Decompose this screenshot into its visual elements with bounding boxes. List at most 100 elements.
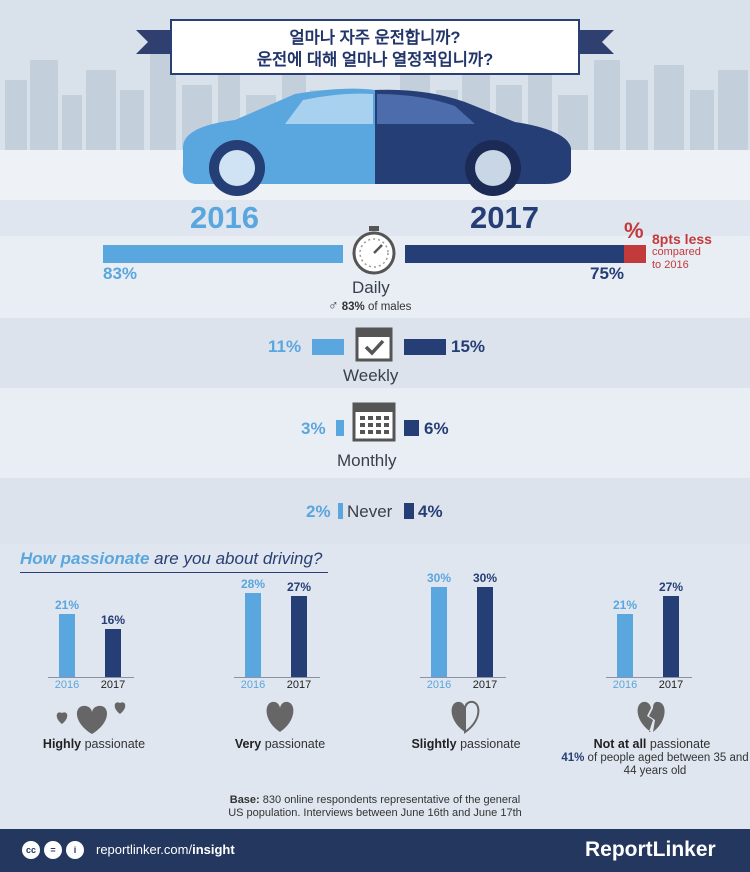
title-line-2: 운전에 대해 얼마나 열정적입니까?	[256, 51, 494, 69]
label-not-at-all: Not at all passionate	[552, 737, 750, 751]
weekly-bar-2017	[404, 339, 446, 355]
label-very-bold: Very	[234, 737, 262, 751]
passion-chart-0: 21% 16% 2016 2017	[40, 572, 200, 732]
monthly-2016-value: 3%	[301, 419, 326, 438]
label-very: Very passionate	[180, 737, 380, 751]
label-highly-bold: Highly	[42, 737, 82, 751]
passion-bar-2017	[477, 587, 493, 677]
passion-bar-2017	[663, 596, 679, 677]
car-illustration	[182, 88, 571, 196]
monthly-2017-value: 6%	[424, 419, 449, 438]
passion-title-bold: How passionate	[20, 549, 150, 568]
weekly-bar-2016	[312, 339, 344, 355]
label-not-at-all-rest: passionate	[649, 737, 711, 751]
site-link-bold: insight	[192, 842, 235, 857]
year-2016-label: 2016	[190, 200, 259, 235]
daily-label: Daily	[352, 278, 390, 297]
calendar-icon	[352, 402, 396, 442]
never-2017-value: 4%	[418, 502, 443, 521]
change-line-3: to 2016	[652, 259, 689, 271]
passion-bar-2017	[291, 596, 307, 677]
label-slightly-bold: Slightly	[411, 737, 457, 751]
label-highly-rest: passionate	[84, 737, 146, 751]
male-note-pct: 83%	[341, 301, 365, 313]
monthly-bar-2017	[404, 420, 419, 436]
passion-value-2017: 27%	[658, 580, 684, 594]
label-slightly: Slightly passionate	[366, 737, 566, 751]
passion-bar-2016	[617, 614, 633, 677]
title-line-1: 얼마나 자주 운전합니까?	[289, 29, 461, 47]
age-note: 41% of people aged between 35 and 44 yea…	[560, 752, 750, 778]
passion-value-2016: 28%	[240, 577, 266, 591]
passion-baseline	[48, 677, 134, 678]
weekly-label: Weekly	[343, 366, 399, 385]
passion-baseline	[234, 677, 320, 678]
passion-value-2017: 27%	[286, 580, 312, 594]
equals-icon: =	[44, 841, 62, 859]
passion-value-2016: 21%	[612, 598, 638, 612]
change-line-2: compared	[652, 246, 701, 258]
site-link-plain: reportlinker.com/	[96, 842, 193, 857]
base-text-2: US population. Interviews between June 1…	[228, 807, 522, 819]
brand-logo: ReportLinker	[585, 838, 716, 861]
passion-year-2017: 2017	[472, 679, 498, 691]
daily-bar-2017	[405, 245, 624, 263]
monthly-bar-2016	[336, 420, 344, 436]
site-link[interactable]: reportlinker.com/insight	[96, 842, 235, 857]
base-text-1: 830 online respondents representative of…	[262, 794, 521, 806]
passion-bar-2016	[245, 593, 261, 677]
calendar-check-icon	[355, 327, 393, 362]
age-note-pct: 41%	[561, 752, 585, 764]
passion-year-2016: 2016	[54, 679, 80, 691]
passion-bar-2016	[431, 587, 447, 677]
label-highly: Highly passionate	[0, 737, 194, 751]
passion-year-2017: 2017	[286, 679, 312, 691]
passion-baseline	[606, 677, 692, 678]
daily-2017-value: 75%	[590, 264, 625, 283]
passion-chart-2: 30% 30% 2016 2017	[412, 571, 572, 732]
year-2017-label: 2017	[470, 200, 539, 235]
label-not-at-all-bold: Not at all	[593, 737, 647, 751]
male-icon: ♂	[328, 297, 339, 313]
passion-value-2016: 30%	[426, 571, 452, 585]
stopwatch-icon	[352, 226, 396, 275]
passion-year-2017: 2017	[658, 679, 684, 691]
passion-year-2017: 2017	[100, 679, 126, 691]
base-label: Base:	[229, 794, 260, 806]
change-badge	[624, 245, 646, 263]
daily-2016-value: 83%	[103, 264, 138, 283]
label-slightly-rest: passionate	[460, 737, 521, 751]
passion-chart-1: 28% 27% 2016 2017	[226, 572, 386, 732]
never-2016-value: 2%	[306, 502, 331, 521]
passion-bar-2017	[105, 629, 121, 677]
broken-heart-icon	[637, 701, 665, 732]
weekly-2016-value: 11%	[268, 337, 302, 356]
change-headline: 8pts less	[652, 231, 712, 247]
person-icon: i	[66, 841, 84, 859]
passion-title-rest: are you about driving?	[154, 549, 323, 568]
male-note: ♂ 83% of males	[328, 297, 411, 313]
base-note: Base: 830 online respondents representat…	[0, 789, 750, 829]
never-band	[0, 478, 750, 544]
passion-value-2016: 21%	[54, 598, 80, 612]
passion-year-2016: 2016	[240, 679, 266, 691]
half-heart-icon	[451, 700, 480, 734]
weekly-2017-value: 15%	[451, 337, 486, 356]
passion-baseline	[420, 677, 506, 678]
never-bar-2017	[404, 503, 414, 519]
percent-down-icon: %	[624, 218, 644, 243]
passion-chart-3: 21% 27% 2016 2017	[598, 572, 750, 732]
passion-year-2016: 2016	[426, 679, 452, 691]
never-bar-2016	[338, 503, 343, 519]
page-title: 얼마나 자주 운전합니까? 운전에 대해 얼마나 열정적입니까?	[170, 19, 580, 75]
hearts-icon	[56, 702, 126, 734]
never-label: Never	[347, 502, 393, 521]
cc-icon: cc	[22, 841, 40, 859]
label-very-rest: passionate	[264, 737, 326, 751]
change-note: 8pts less compared to 2016	[652, 231, 712, 272]
passion-value-2017: 16%	[100, 613, 126, 627]
footer: cc = i reportlinker.com/insight ReportLi…	[0, 829, 750, 872]
passion-section-title: How passionate are you about driving?	[20, 549, 329, 573]
passion-value-2017: 30%	[472, 571, 498, 585]
male-note-text: of males	[367, 301, 412, 313]
